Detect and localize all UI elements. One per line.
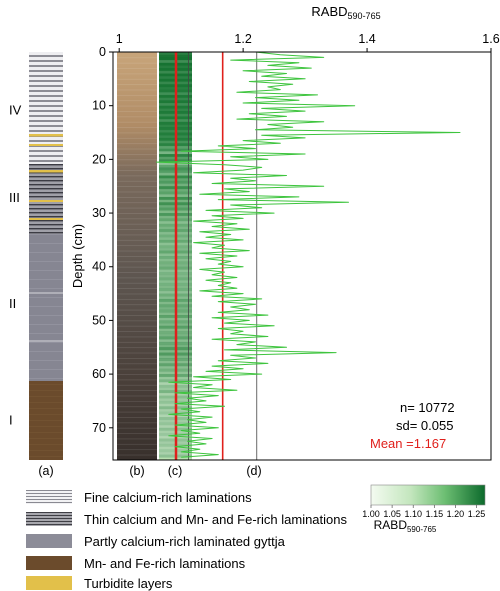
unit-label: IV [9,103,22,118]
legend-label: Mn- and Fe-rich laminations [84,555,246,571]
y-tick-label: 30 [92,206,106,220]
colorbar-tick-label: 1.00 [362,509,380,519]
legend-item-partly: Partly calcium-rich laminated gyttja [26,533,285,549]
legend-item-thin: Thin calcium and Mn- and Fe-rich laminat… [26,511,347,527]
core-photo [117,52,157,460]
colorbar-tick-label: 1.05 [383,509,401,519]
legend-label: Thin calcium and Mn- and Fe-rich laminat… [84,511,347,527]
plot-frame [112,51,492,461]
unit-label: III [9,190,20,205]
panel-label-a: (a) [38,464,53,478]
legend-item-fine: Fine calcium-rich laminations [26,489,252,505]
unit-iv-fine-laminations [29,52,63,164]
y-tick-label: 10 [92,99,106,113]
x-tick-label: 1.6 [482,32,499,46]
unit-i-mnfe-laminations [29,381,63,460]
legend-swatch-turbidite [26,576,72,590]
x-tick-label: 1 [116,32,123,46]
colorbar-gradient [370,484,486,506]
legend-swatch-mnfe [26,556,72,570]
colorbar-tick-label: 1.10 [404,509,422,519]
panel-label-c: (c) [168,464,183,478]
rabd-profile-plot: 1 1.2 1.4 1.6 0 10 20 30 40 50 60 70 [92,32,500,461]
y-tick-label: 50 [92,313,106,327]
y-tick-label: 0 [99,45,106,59]
legend-label: Partly calcium-rich laminated gyttja [84,533,285,549]
legend-item-mnfe: Mn- and Fe-rich laminations [26,555,245,571]
turbidite-layer [29,134,63,137]
colorbar-tick-label: 1.20 [447,509,465,519]
unit-label: II [9,296,16,311]
y-tick-label: 20 [92,152,106,166]
rabd-series-line [155,51,461,458]
colorbar-tick-label: 1.25 [468,509,486,519]
turbidite-layer [29,200,63,202]
y-tick-label: 40 [92,260,106,274]
legend-swatch-fine [26,490,72,504]
colorbar-tick-label: 1.15 [426,509,444,519]
turbidite-layer [29,170,63,173]
stat-mean: Mean =1.167 [370,436,446,451]
turbidite-layer [29,218,63,220]
panel-label-b: (b) [129,464,144,478]
x-tick-label: 1.4 [358,32,375,46]
panel-label-d: (d) [246,464,261,478]
y-axis-title: Depth (cm) [70,224,85,288]
legend-label: Turbidite layers [84,575,173,591]
legend-label: Fine calcium-rich laminations [84,489,252,505]
legend-swatch-partly [26,534,72,548]
legend-swatch-thin [26,512,72,526]
x-tick-label: 1.2 [234,32,251,46]
rabd-colormap-column [159,52,192,460]
unit-iii-thin-laminations [29,164,63,234]
stat-n: n= 10772 [400,400,455,415]
legend-item-turbidite: Turbidite layers [26,575,172,591]
colorbar: 1.00 1.05 1.10 1.15 1.20 1.25 RABD590-765 [362,484,486,534]
turbidite-layer [29,144,63,146]
x-axis-title: RABD590-765 [311,4,380,21]
y-tick-label: 60 [92,367,106,381]
y-tick-label: 70 [92,421,106,435]
colorbar-label: RABD590-765 [374,518,437,534]
stat-sd: sd= 0.055 [396,418,453,433]
unit-label: I [9,413,13,428]
unit-ii-gyttja [29,234,63,381]
